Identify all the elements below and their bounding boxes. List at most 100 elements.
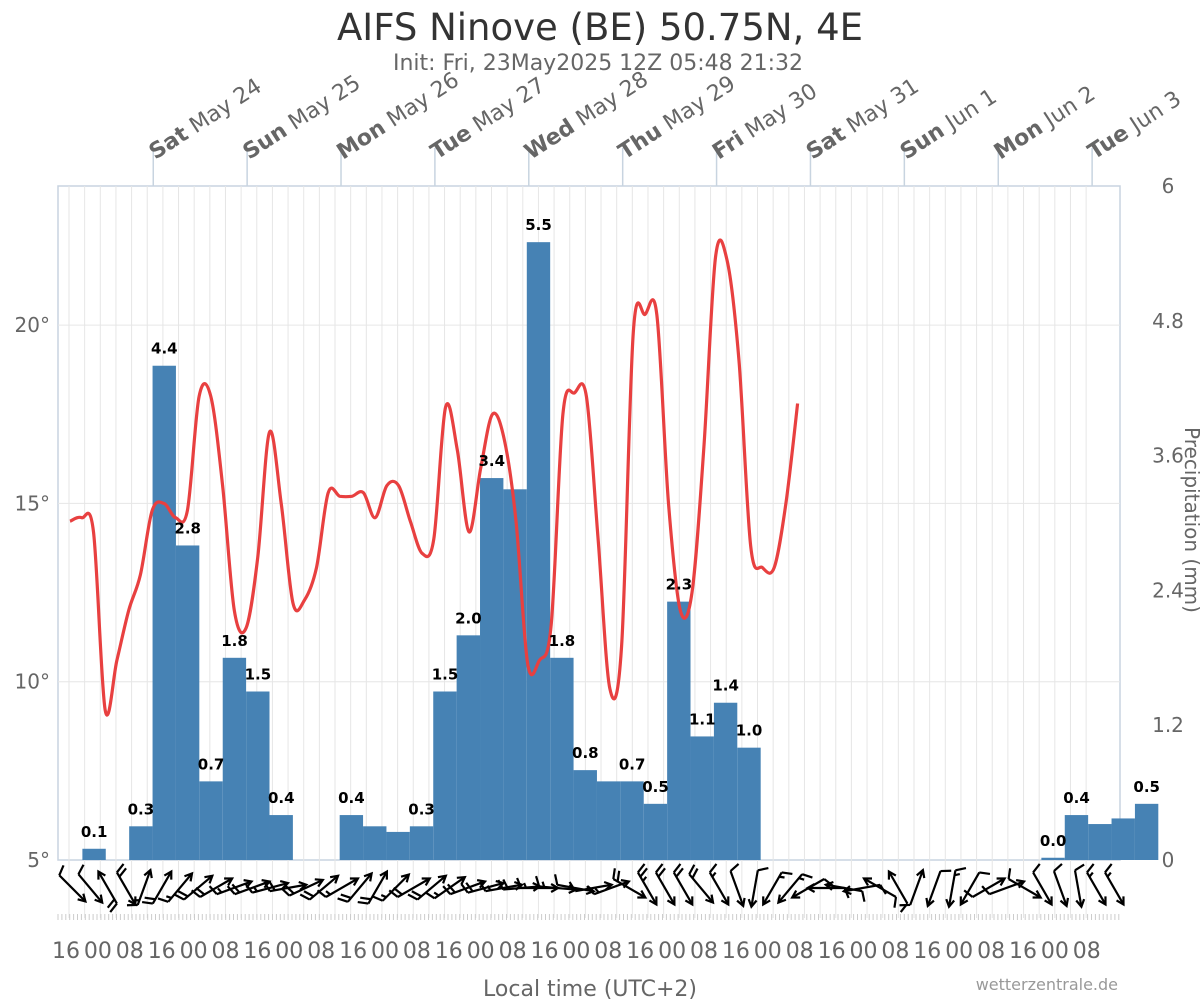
wind-barb-half-flag [433, 891, 440, 897]
precip-bar [480, 478, 504, 860]
wind-barb-arrow [456, 875, 467, 885]
wind-barb-shaft [636, 871, 657, 905]
x-tick-label: 08 [594, 939, 622, 964]
bar-data-label: 0.7 [619, 755, 646, 773]
wind-barb [126, 868, 153, 907]
day-label-date: May 31 [837, 74, 924, 143]
x-tick-label: 00 [467, 939, 495, 964]
wind-barb [925, 869, 952, 908]
wind-barb-half-flag [165, 895, 172, 900]
wind-barb [244, 879, 291, 894]
wind-barb-arrow [363, 871, 374, 882]
wind-barb-shaft [1073, 870, 1083, 906]
wind-barb-arrow [887, 869, 897, 880]
wind-barb-shaft [778, 873, 804, 903]
wind-barb [424, 875, 467, 900]
precip-bar [596, 781, 621, 860]
x-tick-label: 08 [403, 939, 431, 964]
x-tick-label: 16 [913, 939, 941, 964]
wind-barb-arrow [648, 896, 658, 907]
wind-barb [762, 871, 793, 907]
wind-barb-arrow [97, 869, 106, 880]
wind-barb-flag [424, 891, 436, 900]
wind-barb-flag [173, 893, 185, 901]
bar-data-label: 0.1 [81, 823, 108, 841]
bar-data-label: 0.4 [1063, 789, 1090, 807]
day-label: Mon Jun 2 [990, 81, 1100, 165]
wind-barb-arrow [916, 868, 926, 879]
wind-barb [157, 871, 194, 903]
wind-barb-flag [757, 866, 769, 872]
wind-barb-flag [58, 864, 65, 876]
wind-barb-shaft [58, 874, 86, 902]
wind-barb [612, 868, 648, 899]
x-tick-label: 16 [339, 939, 367, 964]
wind-barb-shaft [888, 871, 909, 905]
wind-barb-half-flag [486, 885, 492, 891]
wind-barb-flag [502, 879, 510, 890]
y-left-tick-label: 5° [27, 848, 50, 872]
x-tick-label: 00 [945, 939, 973, 964]
y-right-tick-label: 2.4 [1152, 578, 1184, 602]
x-tick-label: 08 [881, 939, 909, 964]
wind-barb-arrow [637, 889, 648, 899]
wind-barb-flag [637, 863, 646, 874]
wind-barb [776, 873, 813, 905]
wind-barb-shaft [397, 878, 430, 898]
wind-barb [388, 877, 432, 898]
precip-bar [573, 770, 597, 860]
precip-bar [199, 781, 223, 860]
wind-barb [1052, 863, 1070, 908]
wind-barb-flag [691, 868, 699, 879]
wind-barb-flag [516, 877, 523, 889]
wind-barb-flag [157, 897, 169, 903]
x-tick-label: 16 [435, 939, 463, 964]
wind-barb [77, 864, 104, 905]
wind-barb-half-flag [711, 871, 717, 878]
wind-barb-flag [535, 875, 541, 887]
wind-barb-flag [729, 863, 740, 872]
x-tick-label: 00 [562, 939, 590, 964]
wind-barb-flag [442, 885, 452, 895]
wind-barb-shaft [909, 870, 924, 906]
y-left-tick-label: 20° [15, 313, 50, 337]
bar-labels: 0.1 0.3 4.4 2.8 0.7 1.8 1.5 0.4 0.4 0.3 1.5 2.0 3.4 5… [81, 216, 1160, 850]
wind-barb-flag [616, 870, 621, 882]
wind-barb-arrow [329, 874, 340, 884]
wind-barb [553, 874, 596, 896]
y-left-tick-label: 10° [15, 670, 50, 694]
wind-barb-shaft [309, 875, 338, 901]
y-left-tick-label: 15° [15, 491, 50, 515]
wind-barb-arrow [776, 894, 787, 905]
x-tick-label: 16 [243, 939, 271, 964]
wind-barb-shaft [612, 878, 646, 898]
bar-data-label: 0.3 [128, 800, 155, 818]
wind-barb [337, 871, 374, 903]
precip-bar [222, 657, 247, 860]
wind-barb-shaft [927, 870, 942, 906]
precip-bar [433, 691, 457, 860]
wind-barb-flag [372, 895, 384, 902]
wind-barb-flag [639, 867, 648, 878]
wind-barb [97, 869, 118, 913]
wind-barb-flag [899, 903, 911, 907]
day-label-date: May 24 [179, 74, 266, 143]
wind-barb [747, 866, 769, 909]
day-label: Tue Jun 3 [1084, 87, 1186, 165]
wind-barb-arrow [400, 872, 411, 883]
wind-barb-flag [126, 903, 138, 907]
wind-barb-flag [981, 885, 991, 895]
wind-barb-flag [226, 885, 236, 895]
wind-barb [1007, 868, 1043, 899]
wind-barb [945, 866, 967, 909]
wind-barb-arrow [421, 877, 432, 887]
wind-barb [1073, 863, 1086, 909]
wind-barb [899, 868, 926, 907]
wind-barb-shaft [708, 871, 729, 905]
wind-barb-flag [360, 896, 372, 901]
wind-barb-shaft [288, 879, 323, 897]
wind-barb-flag [672, 863, 682, 874]
wind-barb-arrow [1044, 896, 1053, 907]
wind-barb-arrow [1059, 897, 1070, 908]
